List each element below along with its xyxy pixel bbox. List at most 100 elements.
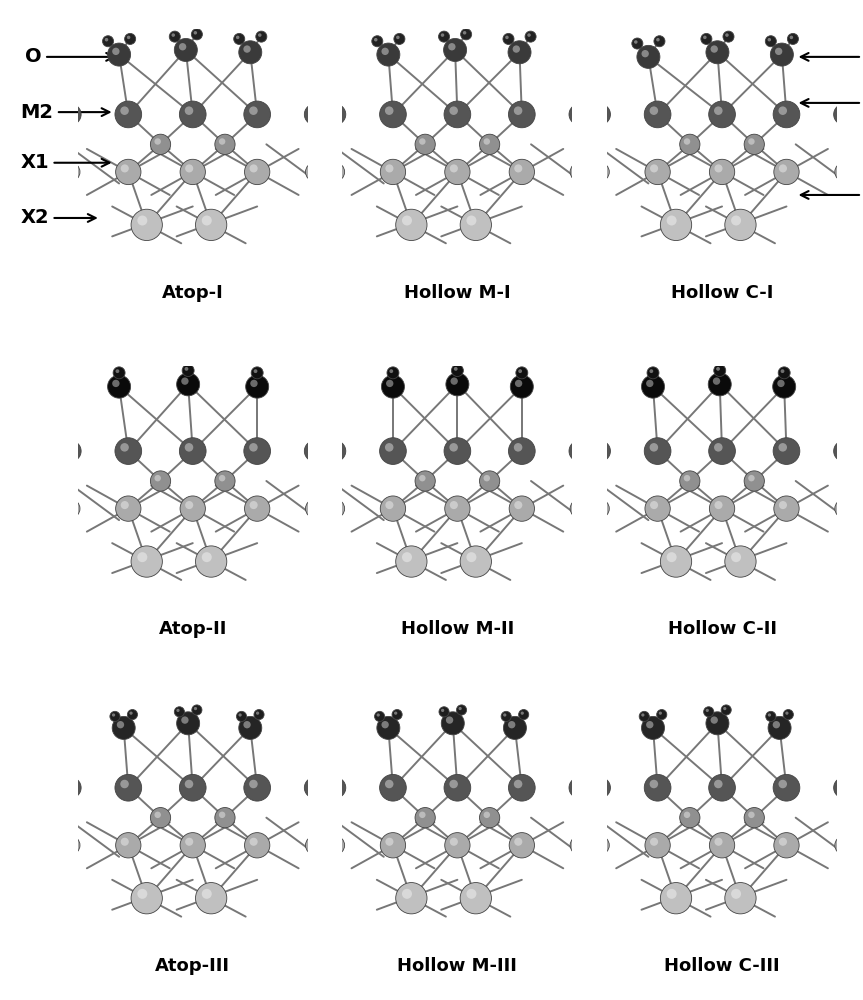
Circle shape: [744, 134, 765, 154]
Circle shape: [112, 48, 120, 55]
Circle shape: [457, 705, 467, 715]
Circle shape: [202, 889, 211, 899]
Circle shape: [180, 496, 205, 521]
Circle shape: [480, 134, 500, 154]
Circle shape: [308, 108, 315, 115]
Circle shape: [381, 48, 389, 55]
Circle shape: [723, 31, 734, 42]
Circle shape: [508, 101, 535, 128]
Circle shape: [392, 710, 402, 720]
Circle shape: [150, 808, 171, 828]
Circle shape: [196, 546, 227, 577]
Circle shape: [773, 101, 800, 128]
Circle shape: [834, 441, 854, 461]
Circle shape: [169, 31, 180, 42]
Circle shape: [748, 475, 754, 481]
Circle shape: [650, 106, 658, 115]
Circle shape: [744, 471, 765, 491]
Circle shape: [215, 471, 235, 491]
Circle shape: [784, 710, 793, 720]
Circle shape: [202, 552, 211, 562]
Circle shape: [771, 43, 793, 66]
Circle shape: [219, 138, 225, 145]
Circle shape: [645, 101, 671, 128]
Circle shape: [419, 475, 425, 481]
Circle shape: [330, 166, 336, 172]
Circle shape: [65, 108, 71, 115]
Circle shape: [154, 475, 161, 481]
Circle shape: [591, 836, 609, 854]
Circle shape: [120, 780, 129, 788]
Circle shape: [709, 373, 731, 396]
Circle shape: [325, 441, 346, 461]
Circle shape: [646, 721, 653, 728]
Circle shape: [706, 709, 709, 712]
Circle shape: [150, 134, 171, 154]
Text: Hollow M-II: Hollow M-II: [400, 620, 514, 638]
Circle shape: [377, 716, 400, 739]
Circle shape: [778, 367, 791, 379]
Circle shape: [329, 445, 336, 451]
Circle shape: [329, 108, 336, 115]
Text: Atop-II: Atop-II: [159, 620, 227, 638]
Circle shape: [591, 499, 609, 518]
Circle shape: [703, 707, 714, 717]
Circle shape: [243, 45, 251, 53]
Circle shape: [569, 777, 589, 798]
Circle shape: [714, 106, 722, 115]
Circle shape: [115, 438, 142, 464]
Circle shape: [381, 833, 406, 858]
Circle shape: [509, 496, 534, 521]
Circle shape: [137, 215, 148, 226]
Circle shape: [444, 438, 470, 464]
Circle shape: [446, 373, 469, 396]
Circle shape: [574, 840, 580, 846]
Text: Atop-I: Atop-I: [162, 284, 224, 302]
Circle shape: [660, 209, 691, 241]
Circle shape: [781, 369, 784, 373]
Circle shape: [385, 780, 394, 788]
Circle shape: [703, 36, 707, 39]
Circle shape: [326, 836, 344, 854]
Circle shape: [650, 443, 658, 452]
Circle shape: [683, 475, 690, 481]
Circle shape: [387, 367, 399, 379]
Circle shape: [466, 552, 476, 562]
Circle shape: [514, 838, 522, 846]
Circle shape: [192, 29, 203, 40]
Circle shape: [716, 367, 720, 371]
Circle shape: [305, 441, 325, 461]
Circle shape: [180, 101, 206, 128]
Circle shape: [174, 38, 198, 61]
Circle shape: [774, 159, 799, 185]
Circle shape: [65, 782, 71, 788]
Circle shape: [710, 716, 718, 724]
Circle shape: [185, 443, 193, 452]
Circle shape: [483, 138, 490, 145]
Circle shape: [61, 499, 80, 518]
Circle shape: [450, 443, 458, 452]
Circle shape: [308, 445, 315, 451]
Circle shape: [239, 41, 261, 64]
Circle shape: [186, 164, 193, 172]
Circle shape: [415, 808, 435, 828]
Circle shape: [680, 471, 700, 491]
Circle shape: [503, 713, 507, 717]
Circle shape: [309, 166, 315, 172]
Circle shape: [176, 709, 180, 712]
Circle shape: [527, 33, 531, 37]
Circle shape: [396, 883, 427, 914]
Circle shape: [154, 812, 161, 818]
Circle shape: [186, 501, 193, 509]
Circle shape: [121, 164, 129, 172]
Circle shape: [402, 215, 412, 226]
Text: Hollow M-III: Hollow M-III: [398, 957, 517, 975]
Circle shape: [444, 101, 470, 128]
Circle shape: [839, 166, 844, 172]
Circle shape: [254, 369, 257, 373]
Circle shape: [589, 104, 610, 125]
Circle shape: [637, 45, 660, 68]
Circle shape: [249, 106, 258, 115]
Circle shape: [647, 367, 659, 379]
Circle shape: [61, 836, 80, 854]
